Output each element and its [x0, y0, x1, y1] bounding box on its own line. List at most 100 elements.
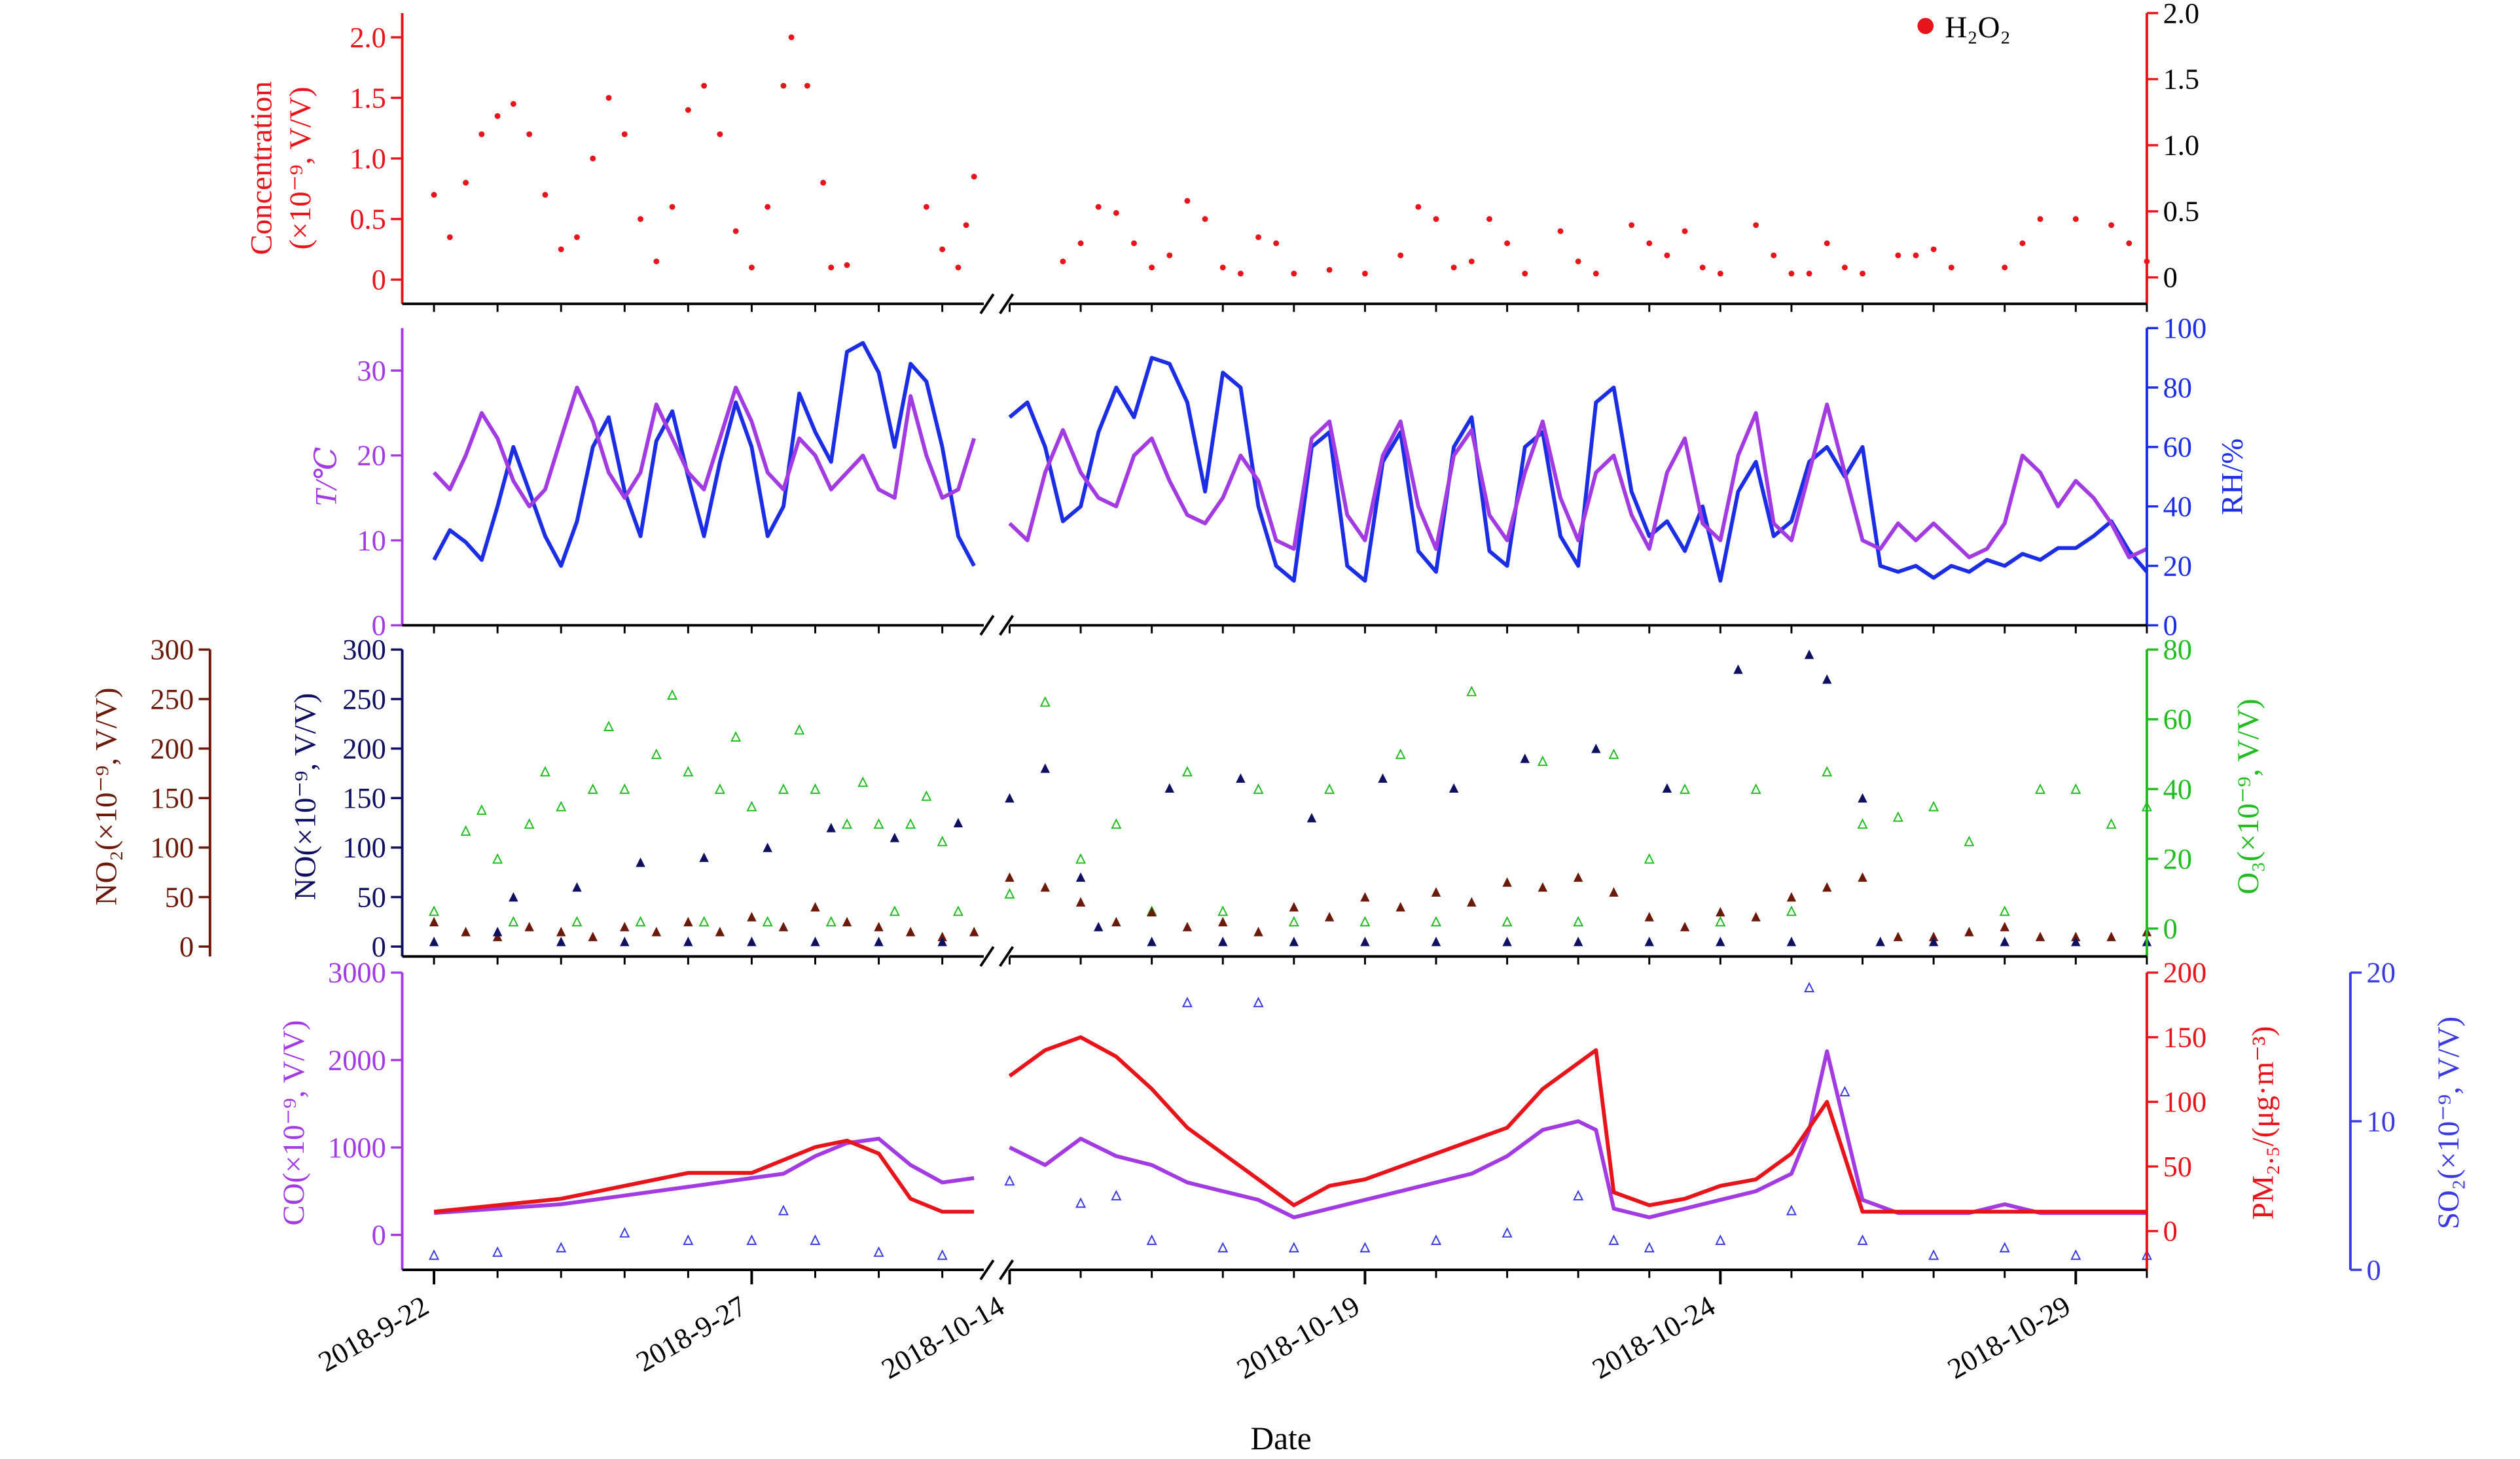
o-point	[635, 916, 646, 927]
o-point	[1999, 905, 2010, 916]
pm25-axis-tick-label: 50	[2163, 1150, 2192, 1183]
t-line-segment-1	[432, 386, 977, 509]
no-point	[1609, 887, 1619, 897]
o-point	[778, 783, 789, 794]
co-axis-tick-label: 3000	[328, 956, 386, 989]
o-point	[667, 689, 678, 700]
ho-point	[590, 155, 596, 162]
no-point	[572, 882, 582, 892]
no-point	[953, 818, 963, 827]
o-point	[730, 730, 742, 742]
o-point	[746, 801, 757, 812]
no-point	[763, 842, 772, 852]
o-point	[825, 916, 837, 927]
o-point	[1644, 853, 1655, 864]
h2o2-right-axis-tick-label: 2.0	[2163, 0, 2200, 29]
ho-point	[526, 131, 533, 137]
o-point	[476, 804, 487, 815]
ho-point	[971, 173, 977, 180]
ho-point	[1895, 252, 1901, 259]
no-point	[699, 852, 709, 862]
o-point	[1075, 853, 1087, 864]
gases-panel: 0 50 100 150 200 250 300 0 50 100 150 200 250 300 0 20 4…	[90, 633, 2265, 967]
o-point	[539, 766, 550, 777]
gases-marks	[429, 649, 2152, 946]
temperature-axis-tick-label: 20	[357, 439, 386, 472]
no-point	[1075, 897, 1086, 907]
o-point	[1892, 811, 1903, 822]
ho-point	[558, 246, 564, 253]
co-axis-tick-label: 2000	[328, 1043, 386, 1076]
no-point	[1253, 926, 1263, 937]
no-point	[1378, 773, 1388, 783]
no-point	[492, 926, 503, 937]
o-point	[1857, 818, 1868, 829]
ho-point	[431, 192, 437, 198]
o-point	[1608, 748, 1619, 759]
h2o2-right-axis-tick-label: 0	[2163, 261, 2178, 294]
h2o2-panel: 0 0.5 1.0 1.5 2.0 0 0.5 1.0 1.5 2.0 Concentration…	[245, 0, 2200, 315]
ho-point	[1771, 252, 1777, 259]
o-point	[2106, 818, 2117, 829]
o-point	[587, 783, 598, 794]
ho-point	[1095, 204, 1102, 210]
x-tick-label: 2018-9-27	[630, 1289, 751, 1378]
temperature-axis-title: T/℃	[309, 447, 343, 507]
ho-point	[1468, 258, 1475, 264]
o3-axis-tick-label: 80	[2163, 633, 2192, 666]
no-point	[1075, 872, 1086, 882]
no-point	[683, 937, 693, 946]
no-point	[461, 926, 471, 937]
o-point	[2035, 783, 2046, 794]
o-point	[952, 905, 963, 916]
o-point	[1750, 783, 1761, 794]
no-point	[1502, 877, 1512, 887]
no-axis-tick-label: 250	[342, 683, 386, 715]
no-point	[1218, 916, 1228, 927]
h2o2-legend-marker	[1917, 18, 1934, 35]
no-axis-tick-label: 100	[342, 831, 386, 864]
ho-point	[621, 131, 628, 137]
ho-point	[1788, 270, 1795, 277]
so-point	[1111, 1189, 1122, 1200]
no-point	[1218, 937, 1228, 946]
o-point	[1430, 916, 1442, 927]
ho-point	[510, 101, 516, 107]
pm25-axis-tick-label: 0	[2163, 1215, 2178, 1248]
ho-point	[1060, 258, 1066, 264]
no-axis-tick-label: 300	[342, 633, 386, 666]
h2o2-axes: 0 0.5 1.0 1.5 2.0 0 0.5 1.0 1.5 2.0	[350, 0, 2200, 315]
no-point	[636, 857, 645, 867]
ho-point	[1913, 252, 1919, 259]
o-point	[810, 783, 821, 794]
no-point	[890, 833, 900, 842]
o-point	[1928, 801, 1939, 812]
ho-point	[955, 264, 962, 271]
ho-point	[820, 179, 827, 186]
ho-point	[1948, 264, 1954, 271]
no-point	[524, 922, 534, 931]
no-point	[1093, 922, 1104, 931]
no2-axis-tick-label: 50	[165, 880, 194, 913]
ho-point	[446, 234, 453, 240]
so-point	[1644, 1242, 1655, 1253]
no-point	[1449, 783, 1459, 793]
h2o2-left-axis-title-line2: (×10⁻⁹, V/V)	[283, 86, 317, 249]
o-point	[619, 783, 630, 794]
no-point	[1786, 937, 1797, 946]
o-point	[1502, 916, 1513, 927]
ho-point	[1806, 270, 1812, 277]
ho-point	[463, 179, 469, 186]
no-point	[1751, 912, 1761, 922]
so-point	[683, 1234, 694, 1246]
ho-point	[638, 216, 643, 223]
axis-break-mark	[979, 946, 995, 967]
no-point	[2071, 937, 2081, 946]
o-point	[1822, 766, 1833, 777]
no-point	[1680, 922, 1690, 931]
no-point	[1858, 793, 1867, 803]
h2o2-left-axis-tick-label: 2.0	[350, 21, 386, 54]
rh-axis-title: RH/%	[2216, 439, 2250, 515]
x-axis-title: Date	[1251, 1420, 1312, 1456]
